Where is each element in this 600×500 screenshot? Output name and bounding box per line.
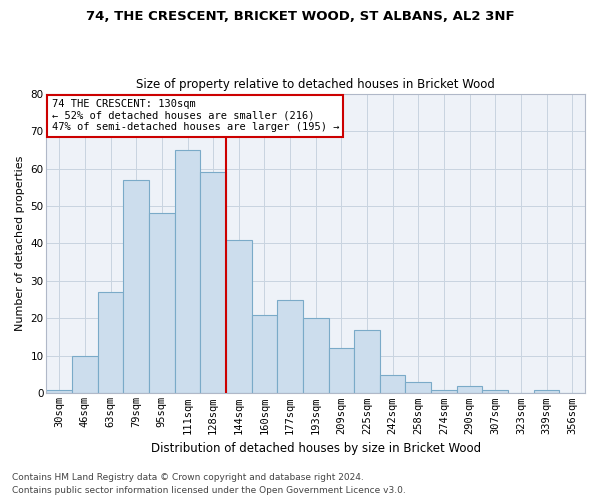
Bar [534, 390, 559, 394]
Bar [149, 214, 175, 394]
Bar [303, 318, 329, 394]
Bar [354, 330, 380, 394]
Bar [406, 382, 431, 394]
Bar [72, 356, 98, 394]
Bar [98, 292, 124, 394]
Bar [251, 314, 277, 394]
Bar [175, 150, 200, 394]
Y-axis label: Number of detached properties: Number of detached properties [15, 156, 25, 331]
Bar [329, 348, 354, 394]
Text: Contains HM Land Registry data © Crown copyright and database right 2024.
Contai: Contains HM Land Registry data © Crown c… [12, 474, 406, 495]
Title: Size of property relative to detached houses in Bricket Wood: Size of property relative to detached ho… [136, 78, 495, 91]
Text: 74, THE CRESCENT, BRICKET WOOD, ST ALBANS, AL2 3NF: 74, THE CRESCENT, BRICKET WOOD, ST ALBAN… [86, 10, 514, 23]
Bar [457, 386, 482, 394]
Bar [46, 390, 72, 394]
Bar [226, 240, 251, 394]
Bar [482, 390, 508, 394]
X-axis label: Distribution of detached houses by size in Bricket Wood: Distribution of detached houses by size … [151, 442, 481, 455]
Text: 74 THE CRESCENT: 130sqm
← 52% of detached houses are smaller (216)
47% of semi-d: 74 THE CRESCENT: 130sqm ← 52% of detache… [52, 99, 339, 132]
Bar [200, 172, 226, 394]
Bar [380, 374, 406, 394]
Bar [277, 300, 303, 394]
Bar [124, 180, 149, 394]
Bar [431, 390, 457, 394]
